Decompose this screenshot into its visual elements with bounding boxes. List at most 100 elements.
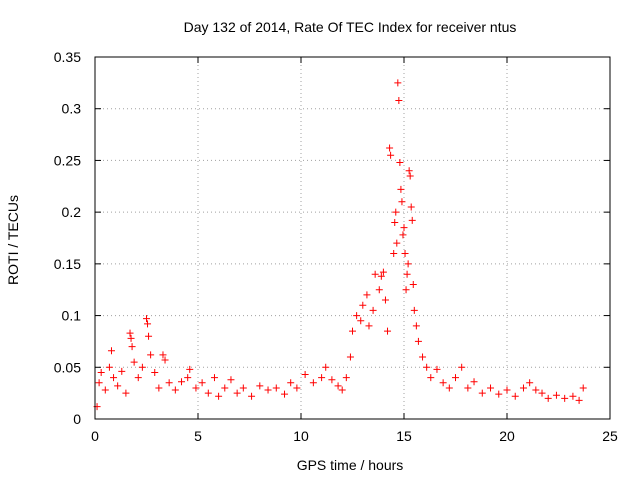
data-point: [353, 312, 361, 320]
data-point: [400, 224, 408, 232]
data-point: [412, 322, 420, 330]
data-point: [272, 384, 280, 392]
data-point: [186, 365, 194, 373]
data-point: [390, 250, 398, 258]
data-point: [184, 374, 192, 382]
data-point: [458, 363, 466, 371]
x-axis-label: GPS time / hours: [297, 457, 404, 473]
data-point: [95, 379, 103, 387]
x-tick-label: 15: [396, 428, 412, 444]
data-point: [145, 332, 153, 340]
data-point: [130, 358, 138, 366]
data-point: [248, 392, 256, 400]
data-point: [328, 376, 336, 384]
data-point: [396, 158, 404, 166]
data-point: [464, 384, 472, 392]
data-point: [143, 315, 150, 323]
y-tick-label: 0.25: [54, 152, 81, 168]
data-point: [165, 379, 173, 387]
data-point: [439, 379, 447, 387]
data-point: [322, 363, 330, 371]
data-point: [107, 347, 115, 355]
data-point: [503, 386, 511, 394]
data-point: [114, 382, 122, 390]
data-point: [403, 270, 411, 278]
data-point: [151, 368, 159, 376]
data-point: [452, 374, 459, 382]
series-roti: [93, 79, 587, 411]
data-point: [127, 334, 135, 342]
data-point: [538, 389, 546, 397]
data-point: [395, 96, 403, 104]
data-point: [215, 392, 223, 400]
data-point: [227, 376, 235, 384]
data-point: [338, 386, 346, 394]
y-axis-label: ROTI / TECUs: [5, 195, 21, 285]
data-point: [105, 363, 113, 371]
data-point: [128, 343, 136, 351]
data-point: [405, 167, 413, 175]
data-point: [309, 379, 317, 387]
y-tick-label: 0.2: [62, 204, 82, 220]
data-point: [287, 379, 295, 387]
data-point: [221, 384, 229, 392]
x-tick-label: 20: [499, 428, 515, 444]
data-point: [256, 382, 264, 390]
data-point: [406, 172, 414, 180]
data-point: [569, 392, 577, 400]
data-point: [391, 218, 399, 226]
data-point: [399, 231, 407, 239]
data-point: [487, 384, 495, 392]
data-point: [398, 198, 406, 206]
data-point: [579, 384, 587, 392]
y-tick-label: 0.3: [62, 101, 82, 117]
data-point: [134, 374, 142, 382]
chart-title: Day 132 of 2014, Rate Of TEC Index for r…: [184, 19, 517, 35]
data-point: [552, 391, 560, 399]
data-point: [394, 79, 402, 87]
data-point: [147, 351, 155, 359]
data-point: [210, 374, 218, 382]
data-point: [334, 382, 342, 390]
data-point: [155, 384, 163, 392]
data-point: [402, 286, 410, 294]
y-tick-label: 0.35: [54, 49, 81, 65]
data-point: [392, 208, 400, 216]
data-point: [365, 322, 373, 330]
data-point: [204, 389, 212, 397]
data-point: [171, 386, 179, 394]
data-point: [387, 151, 395, 159]
data-point: [575, 396, 583, 404]
data-point: [423, 363, 431, 371]
data-point: [407, 203, 415, 211]
data-point: [404, 260, 412, 268]
data-point: [381, 296, 389, 304]
data-point: [318, 374, 326, 382]
y-tick-label: 0.1: [62, 308, 82, 324]
data-point: [561, 394, 569, 402]
data-point: [427, 374, 435, 382]
data-point: [408, 216, 416, 224]
data-point: [293, 384, 301, 392]
data-point: [97, 368, 105, 376]
data-point: [363, 291, 371, 299]
data-point: [342, 374, 350, 382]
data-point: [122, 389, 130, 397]
data-point: [478, 389, 486, 397]
x-tick-label: 10: [293, 428, 309, 444]
data-point: [375, 286, 383, 294]
data-point: [379, 268, 387, 276]
data-point: [414, 337, 422, 345]
data-point: [161, 356, 169, 364]
y-tick-label: 0: [73, 411, 81, 427]
data-point: [397, 185, 405, 193]
data-point: [526, 379, 534, 387]
data-point: [233, 389, 241, 397]
data-point: [192, 384, 200, 392]
plot-frame: [94, 56, 611, 420]
data-point: [410, 306, 418, 314]
data-point: [371, 270, 379, 278]
data-point: [349, 327, 356, 335]
data-point: [386, 144, 394, 152]
data-point: [544, 394, 552, 402]
